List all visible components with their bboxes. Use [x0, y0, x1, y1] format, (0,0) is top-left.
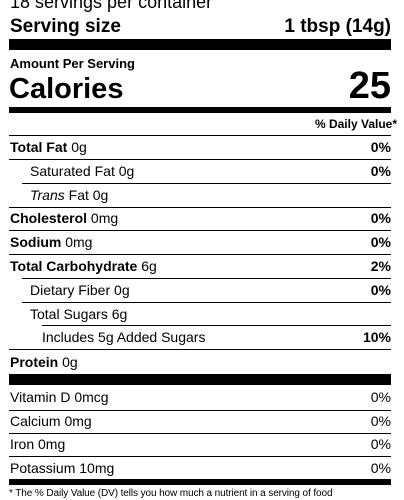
vitamin-name: Potassium — [10, 460, 76, 476]
row-divider — [9, 207, 391, 208]
row-divider — [9, 230, 391, 231]
nutrient-name: Total Carbohydrate — [10, 258, 138, 274]
serving-size-row: Serving size 1 tbsp (14g) — [9, 17, 391, 37]
nutrient-row-cholesterol: Cholesterol 0mg 0% — [9, 211, 391, 229]
vitamin-row-vitamin-d: Vitamin D 0mcg 0% — [9, 390, 391, 408]
nutrient-dv: 0% — [370, 210, 391, 226]
nutrient-row-total-fat: Total Fat 0g 0% — [9, 140, 391, 158]
nutrient-row-total-carbohydrate: Total Carbohydrate 6g 2% — [9, 259, 391, 277]
vitamin-dv: 0% — [370, 460, 391, 476]
nutrient-name: Total Sugars — [30, 306, 108, 322]
row-divider — [22, 183, 391, 184]
vitamin-name: Iron — [10, 436, 35, 452]
nutrient-dv: 10% — [362, 329, 391, 345]
vitamin-amount: 0mcg — [74, 389, 109, 405]
nutrient-row-protein: Protein 0g — [9, 355, 391, 373]
footnote: * The % Daily Value (DV) tells you how m… — [9, 488, 333, 499]
calories-label: Calories — [9, 73, 124, 105]
nutrient-amount: 0g — [114, 282, 130, 298]
nutrient-row-total-sugars: Total Sugars 6g — [9, 307, 391, 325]
nutrient-name: Cholesterol — [10, 210, 88, 226]
nutrient-amount: 0g — [71, 139, 87, 155]
row-divider — [22, 278, 391, 279]
medium-divider — [9, 107, 391, 113]
row-divider — [9, 349, 391, 350]
thick-divider — [9, 374, 391, 385]
nutrient-row-sodium: Sodium 0mg 0% — [9, 235, 391, 253]
nutrient-name: Saturated Fat — [30, 163, 115, 179]
nutrient-amount: 0mg — [65, 234, 93, 250]
row-divider — [9, 135, 391, 136]
nutrient-name: Includes 5g Added Sugars — [42, 329, 206, 345]
nutrient-dv: 2% — [370, 258, 391, 274]
calories-value: 25 — [348, 65, 391, 107]
amount-per-serving-label: Amount Per Serving — [10, 56, 135, 71]
nutrient-name: Total Fat — [10, 139, 68, 155]
vitamin-row-iron: Iron 0mg 0% — [9, 437, 391, 455]
nutrient-amount: 6g — [141, 258, 157, 274]
nutrient-row-trans-fat: Trans Fat 0g — [9, 188, 391, 206]
vitamin-name: Vitamin D — [10, 389, 71, 405]
nutrient-amount: 6g — [111, 306, 128, 322]
nutrient-name: Sodium — [10, 234, 62, 250]
vitamin-amount: 0mg — [38, 436, 66, 452]
row-divider — [9, 456, 391, 457]
nutrient-row-added-sugars: Includes 5g Added Sugars 10% — [9, 330, 391, 348]
nutrient-name-italic: Trans — [30, 187, 65, 203]
daily-value-header: % Daily Value* — [314, 117, 397, 131]
nutrient-name: Dietary Fiber — [30, 282, 111, 298]
vitamin-amount: 10mg — [79, 460, 115, 476]
nutrition-facts-label: 18 servings per container Serving size 1… — [9, 0, 397, 500]
serving-size-label: Serving size — [10, 16, 121, 37]
vitamin-dv: 0% — [370, 389, 391, 405]
nutrient-row-saturated-fat: Saturated Fat 0g 0% — [9, 164, 391, 182]
nutrient-name: Fat — [68, 187, 89, 203]
nutrient-dv: 0% — [370, 234, 391, 250]
nutrient-name: Protein — [10, 354, 59, 370]
vitamin-row-potassium: Potassium 10mg 0% — [9, 461, 391, 479]
vitamin-dv: 0% — [370, 413, 391, 429]
nutrient-amount: 0g — [118, 163, 135, 179]
nutrient-dv: 0% — [370, 139, 391, 155]
servings-per-container: 18 servings per container — [10, 0, 213, 12]
nutrient-amount: 0g — [62, 354, 78, 370]
row-divider — [9, 254, 391, 255]
nutrient-row-dietary-fiber: Dietary Fiber 0g 0% — [9, 283, 391, 301]
nutrient-amount: 0mg — [90, 210, 119, 226]
vitamin-dv: 0% — [370, 436, 391, 452]
row-divider — [9, 410, 391, 411]
vitamin-name: Calcium — [10, 413, 61, 429]
serving-size-value: 1 tbsp (14g) — [284, 16, 391, 37]
row-divider — [22, 302, 391, 303]
nutrient-dv: 0% — [370, 163, 391, 179]
vitamin-amount: 0mg — [64, 413, 92, 429]
thick-divider — [9, 39, 391, 50]
nutrient-dv: 0% — [370, 282, 391, 298]
nutrient-amount: 0g — [92, 187, 109, 203]
medium-divider — [9, 479, 391, 485]
row-divider — [9, 159, 391, 160]
vitamin-row-calcium: Calcium 0mg 0% — [9, 414, 391, 432]
row-divider — [42, 325, 391, 326]
row-divider — [9, 433, 391, 434]
